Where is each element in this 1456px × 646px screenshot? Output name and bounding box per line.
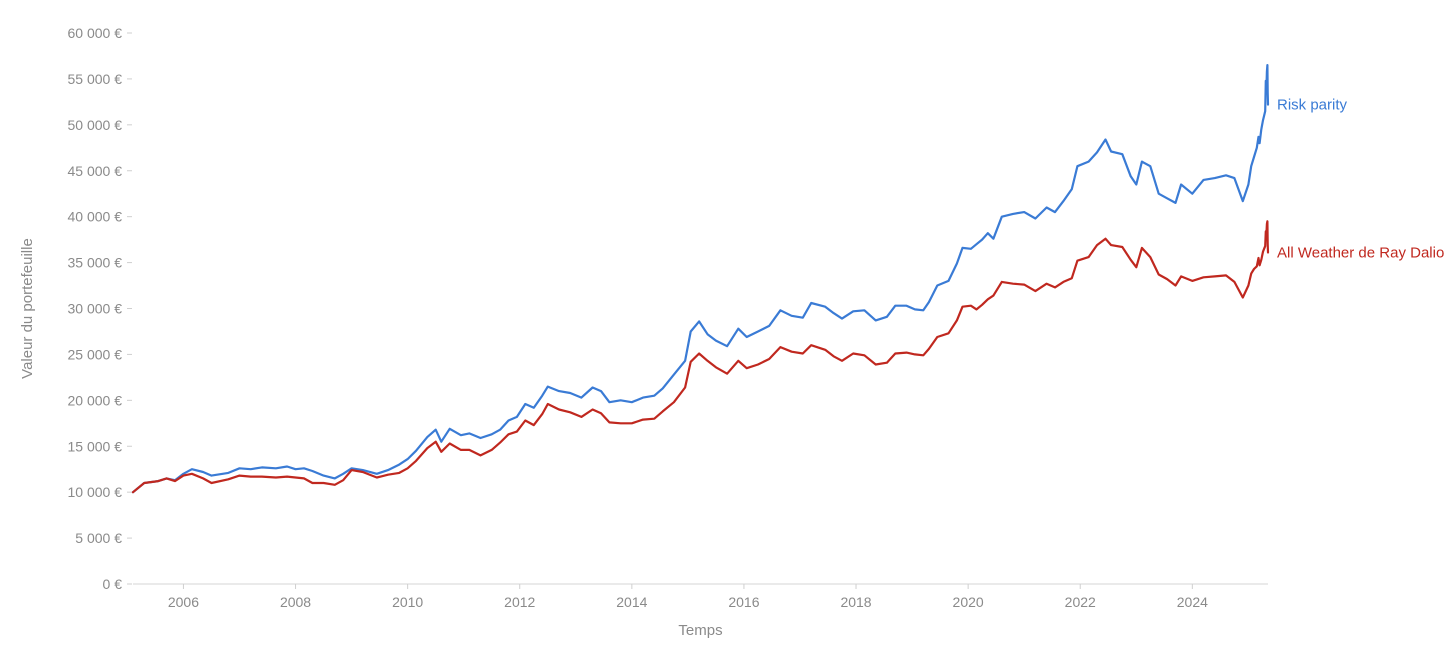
x-tick-label: 2014 xyxy=(616,594,647,610)
x-tick-label: 2024 xyxy=(1177,594,1208,610)
y-axis: 0 € 5 000 € 10 000 € 15 000 € 20 000 € 25 000… xyxy=(68,25,132,592)
x-tick-label: 2022 xyxy=(1065,594,1096,610)
x-axis: 2006 2008 2010 2012 2014 2016 2018 2020 2022 2024 xyxy=(168,584,1208,610)
y-tick-label: 55 000 € xyxy=(68,71,123,87)
x-tick-label: 2020 xyxy=(953,594,984,610)
series-lines xyxy=(131,63,1270,494)
y-tick-label: 25 000 € xyxy=(68,346,123,362)
y-tick-label: 10 000 € xyxy=(68,484,123,500)
series-line-all-weather xyxy=(131,220,1270,494)
y-tick-label: 40 000 € xyxy=(68,209,123,225)
y-tick-label: 45 000 € xyxy=(68,163,123,179)
y-tick-label: 5 000 € xyxy=(75,530,122,546)
series-line-risk-parity xyxy=(131,63,1270,494)
x-tick-label: 2006 xyxy=(168,594,199,610)
series-label-all-weather: All Weather de Ray Dalio xyxy=(1277,244,1444,261)
y-tick-label: 30 000 € xyxy=(68,301,123,317)
y-tick-label: 15 000 € xyxy=(68,438,123,454)
y-tick-label: 0 € xyxy=(103,576,123,592)
y-tick-label: 20 000 € xyxy=(68,392,123,408)
y-axis-title: Valeur du portefeuille xyxy=(19,238,36,379)
x-tick-label: 2018 xyxy=(840,594,871,610)
x-axis-title: Temps xyxy=(678,622,722,639)
series-labels: Risk parity All Weather de Ray Dalio xyxy=(1277,97,1444,262)
y-tick-label: 60 000 € xyxy=(68,25,123,41)
x-tick-label: 2016 xyxy=(728,594,759,610)
y-tick-label: 35 000 € xyxy=(68,255,123,271)
x-tick-label: 2008 xyxy=(280,594,311,610)
y-tick-label: 50 000 € xyxy=(68,117,123,133)
series-label-risk-parity: Risk parity xyxy=(1277,97,1348,114)
x-tick-label: 2012 xyxy=(504,594,535,610)
x-tick-label: 2010 xyxy=(392,594,423,610)
